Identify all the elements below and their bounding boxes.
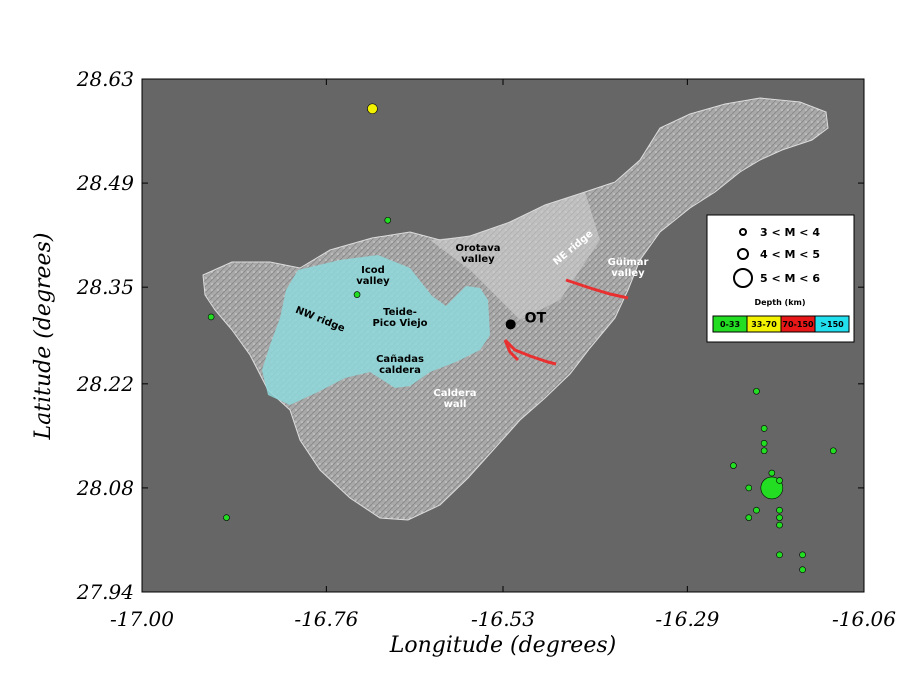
y-tick-label: 27.94 (76, 580, 134, 604)
legend-magnitude-symbol (733, 268, 753, 288)
legend-depth-label: 70-150 (782, 320, 814, 329)
fault-line (503, 339, 520, 362)
nw-ridge-overlay (262, 255, 490, 405)
earthquake-marker (745, 514, 753, 521)
map-label-teide: Teide-Pico Viejo (372, 307, 427, 329)
fault-line (565, 278, 629, 300)
station-ot: OT (505, 310, 547, 330)
legend-magnitude-label: 4 < M < 5 (760, 248, 820, 261)
x-tick-label: -16.76 (294, 607, 358, 631)
fault-lines (503, 278, 629, 366)
x-tick-label: -16.06 (832, 607, 896, 631)
station-marker (505, 319, 516, 330)
legend-depth-title: Depth (km) (754, 298, 805, 307)
earthquake-marker (753, 387, 760, 395)
map-label-canadas: Cañadas caldera (376, 354, 424, 376)
earthquake-marker (760, 440, 768, 447)
y-tick-label: 28.35 (76, 275, 134, 299)
map-label-icod: Icod valley (356, 265, 390, 287)
earthquake-marker (223, 514, 230, 521)
x-tick-label: -17.00 (110, 607, 174, 631)
earthquake-marker (367, 103, 378, 115)
earthquake-marker (829, 447, 837, 455)
earthquake-marker (753, 506, 760, 514)
station-label: OT (525, 310, 547, 326)
fault-line (503, 338, 557, 366)
earthquake-marker (384, 216, 392, 224)
earthquake-marker (799, 566, 806, 573)
island-highlight (430, 192, 600, 320)
y-tick-label: 28.63 (76, 67, 134, 91)
map-label-orotava: Orotava valley (455, 243, 500, 265)
legend-magnitude-label: 5 < M < 6 (760, 272, 820, 285)
map-label-caldera-wall: Caldera wall (433, 388, 476, 410)
earthquake-marker (768, 469, 776, 477)
x-tick-label: -16.29 (655, 607, 719, 631)
x-tick-label: -16.53 (471, 607, 535, 631)
earthquake-marker (207, 313, 215, 321)
earthquake-marker (760, 447, 768, 455)
y-axis-title: Latitude (degrees) (31, 233, 56, 441)
earthquake-marker (730, 462, 737, 469)
earthquake-marker (776, 551, 783, 559)
x-axis: -17.00 -16.76 -16.53 -16.29 -16.06 (110, 79, 896, 631)
earthquake-marker (776, 521, 783, 529)
earthquake-marker (776, 514, 783, 521)
earthquake-marker (745, 484, 753, 492)
earthquake-marker (776, 506, 783, 514)
y-axis: 28.63 28.49 28.35 28.22 28.08 27.94 (76, 67, 864, 604)
legend-magnitude-symbol (739, 228, 747, 236)
x-axis-title: Longitude (degrees) (389, 633, 616, 658)
earthquake-marker (760, 425, 768, 432)
y-tick-label: 28.22 (76, 372, 134, 396)
island (202, 97, 829, 521)
legend-depth-label: 33-70 (751, 320, 777, 329)
legend: 3 < M < 4 4 < M < 5 5 < M < 6 Depth (km) 0-3… (706, 214, 855, 343)
map-label-guimar: Güimar valley (608, 257, 649, 279)
legend-magnitude-label: 3 < M < 4 (760, 226, 820, 239)
earthquake-marker (776, 477, 783, 484)
y-tick-label: 28.49 (76, 171, 135, 195)
legend-depth-label: 0-33 (720, 320, 740, 329)
legend-depth-label: >150 (820, 320, 844, 329)
earthquake-marker (353, 291, 361, 298)
legend-magnitude-symbol (737, 248, 749, 260)
earthquake-marker (799, 551, 806, 559)
earthquake-markers (207, 103, 837, 573)
legend-depth-swatch (814, 315, 850, 333)
y-tick-label: 28.08 (76, 476, 134, 500)
